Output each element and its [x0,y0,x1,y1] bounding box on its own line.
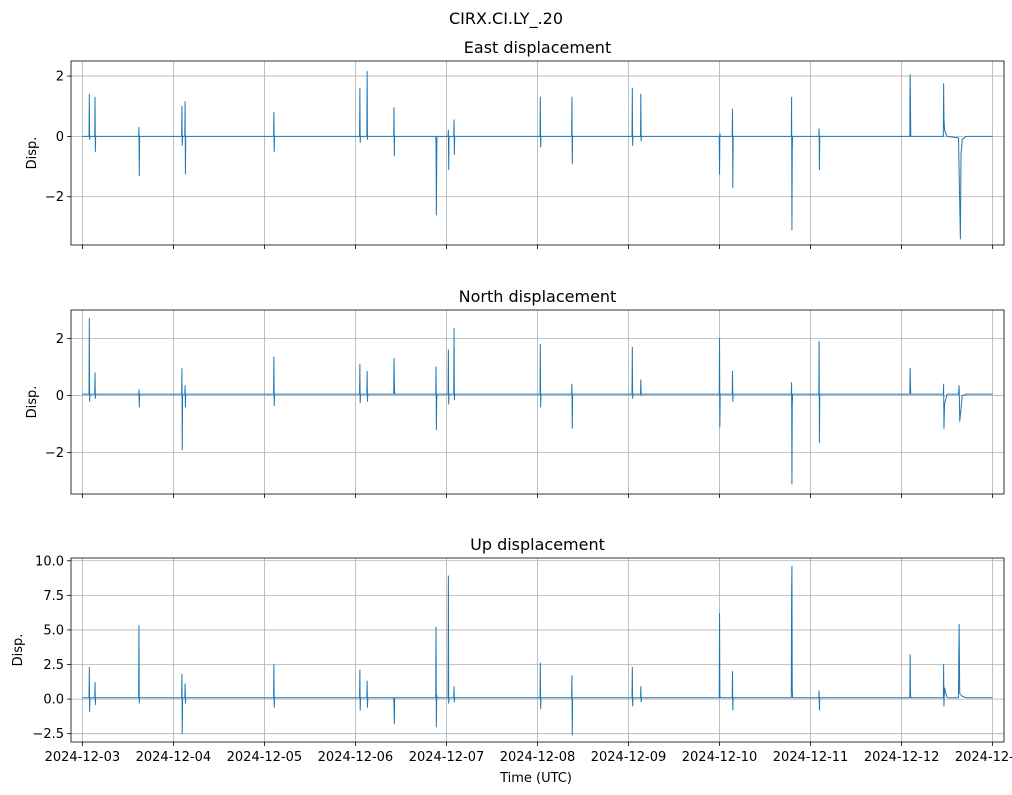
panel-title: East displacement [464,38,611,57]
series-line [82,71,993,240]
y-tick-label: −2.5 [32,727,64,742]
plot-frame [70,557,1005,743]
panel-1: 2 0 −2 East displacement Disp. [25,38,1005,249]
figure-suptitle: CIRX.CI.LY_.20 [449,9,563,29]
x-tick-label: 2024-12-07 [409,750,485,765]
panel-title: Up displacement [470,535,605,554]
y-axis-label: Disp. [11,634,26,667]
series-line [82,565,993,736]
y-axis-label: Disp. [25,137,40,170]
panel-3: 2024-12-03 2024-12-04 2024-12-05 2024-12-06… [11,535,1012,765]
panel-2: 2 0 −2 North displacement Disp. [25,287,1005,498]
y-tick-label: −2 [45,190,64,205]
series-line [82,318,993,485]
x-tick-label: 2024-12-09 [591,750,667,765]
y-tick-label: 2.5 [43,658,64,673]
y-tick-label: 7.5 [43,589,64,604]
x-tick-label: 2024-12-06 [318,750,394,765]
y-tick-label: 2 [56,70,64,85]
x-tick-label: 2024-12-04 [136,750,212,765]
y-tick-label: 5.0 [43,623,64,638]
plot-frame [70,309,1005,495]
y-tick-label: 0 [56,389,64,404]
x-tick-label: 2024-12-12 [864,750,940,765]
x-axis-label: Time (UTC) [499,771,572,786]
x-tick-label: 2024-12-05 [227,750,303,765]
y-tick-label: −2 [45,446,64,461]
y-tick-label: 2 [56,332,64,347]
x-tick-label: 2024-12-10 [682,750,758,765]
y-tick-label: 0.0 [43,693,64,708]
y-axis-label: Disp. [25,386,40,419]
x-tick-label: 2024-12-08 [500,750,576,765]
y-tick-label: 0 [56,130,64,145]
panel-title: North displacement [459,287,617,306]
x-tick-label: 2024-12-11 [773,750,849,765]
x-tick-label: 2024-12-03 [45,750,121,765]
y-tick-label: 10.0 [35,554,64,569]
x-tick-label: 2024-12-13 [955,750,1012,765]
plot-frame [70,60,1005,246]
subplots: 2 0 −2 East displacement Disp. 2 0 −2 North disp… [11,38,1012,765]
